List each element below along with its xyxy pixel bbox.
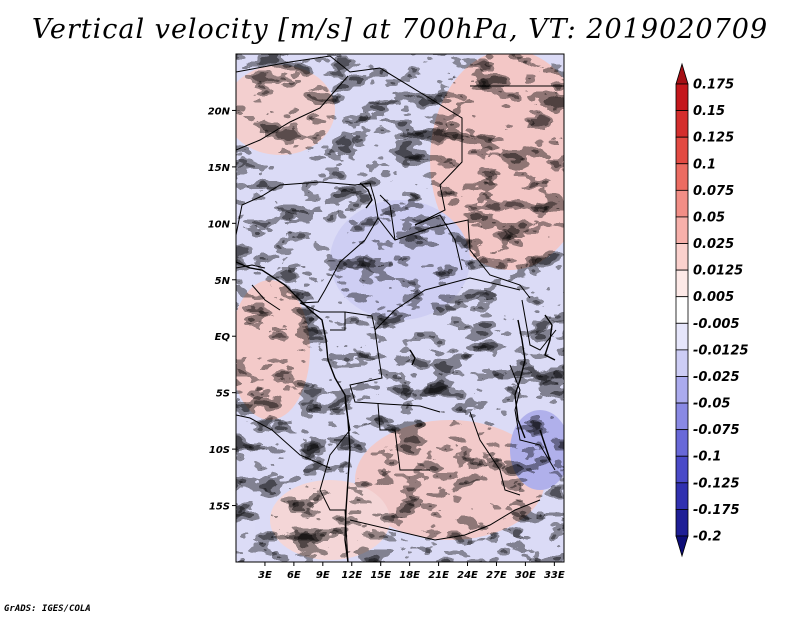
colorbar-label: 0.05 bbox=[693, 210, 725, 225]
colorbar-min-triangle bbox=[675, 535, 689, 558]
colorbar-box bbox=[675, 349, 689, 377]
colorbar-label: 0.175 bbox=[693, 78, 734, 93]
colorbar-box bbox=[675, 482, 689, 510]
colorbar-label: -0.2 bbox=[693, 530, 721, 545]
map-frame bbox=[235, 53, 565, 563]
colorbar-box bbox=[675, 269, 689, 298]
lon-tick-label: 27E bbox=[486, 570, 507, 581]
chart-title: Vertical velocity [m/s] at 700hPa, VT: 2… bbox=[31, 14, 769, 45]
colorbar-max-triangle bbox=[675, 62, 689, 85]
colorbar-box bbox=[675, 189, 689, 218]
lon-tick-label: 21E bbox=[428, 570, 449, 581]
colorbar-box bbox=[675, 455, 689, 484]
colorbar-box bbox=[675, 83, 689, 111]
colorbar-label: 0.1 bbox=[693, 157, 716, 172]
lat-tick-label: 20N bbox=[208, 106, 231, 117]
colorbar-label: -0.0125 bbox=[693, 343, 749, 358]
colorbar-label: 0.0125 bbox=[693, 264, 743, 279]
colorbar-label: -0.175 bbox=[693, 503, 740, 518]
colorbar-box bbox=[675, 429, 689, 457]
lon-tick-label: 12E bbox=[341, 570, 362, 581]
lat-tick-label: 15N bbox=[208, 163, 231, 174]
colorbar-box bbox=[675, 296, 689, 324]
grads-credit: GrADS: IGES/COLA bbox=[4, 604, 91, 614]
colorbar-box bbox=[675, 163, 689, 191]
lon-tick-label: 24E bbox=[457, 570, 478, 581]
lon-tick-label: 6E bbox=[287, 570, 301, 581]
colorbar-box bbox=[675, 509, 689, 537]
colorbar-box bbox=[675, 243, 689, 271]
colorbar-label: 0.15 bbox=[693, 104, 725, 119]
lat-tick-label: 10S bbox=[209, 445, 230, 456]
colorbar: 0.175 0.15 0.125 0.1 0.075 0.05 0.025 0.0125 0.0… bbox=[675, 62, 749, 558]
lon-tick-label: 9E bbox=[316, 570, 330, 581]
lon-tick-label: 3E bbox=[258, 570, 272, 581]
lon-tick-label: 30E bbox=[515, 570, 536, 581]
lat-tick-label: 15S bbox=[209, 502, 230, 513]
colorbar-label: 0.075 bbox=[693, 184, 734, 199]
country-borders bbox=[236, 55, 564, 562]
lon-tick-label: 33E bbox=[544, 570, 565, 581]
lat-tick-label: 10N bbox=[208, 219, 231, 230]
colorbar-label: -0.1 bbox=[693, 450, 721, 465]
lat-tick-label: 5S bbox=[216, 389, 230, 400]
lon-tick-label: 15E bbox=[370, 570, 391, 581]
lon-tick-label: 18E bbox=[399, 570, 420, 581]
colorbar-box bbox=[675, 322, 689, 351]
colorbar-box bbox=[675, 376, 689, 404]
colorbar-label: -0.05 bbox=[693, 397, 730, 412]
colorbar-box bbox=[675, 110, 689, 138]
colorbar-label: 0.125 bbox=[693, 131, 734, 146]
colorbar-label: -0.005 bbox=[693, 317, 740, 332]
colorbar-box bbox=[675, 136, 689, 165]
colorbar-label: -0.125 bbox=[693, 476, 740, 491]
colorbar-box bbox=[675, 216, 689, 244]
colorbar-label: 0.025 bbox=[693, 237, 734, 252]
lat-tick-label: 5N bbox=[215, 276, 231, 287]
colorbar-label: 0.005 bbox=[693, 290, 734, 305]
longitude-axis: 3E 6E 9E 12E 15E 18E 21E 24E 27E 30E 33E bbox=[258, 562, 565, 581]
colorbar-label: -0.075 bbox=[693, 423, 740, 438]
colorbar-label: -0.025 bbox=[693, 370, 740, 385]
latitude-axis: 20N 15N 10N 5N EQ 5S 10S 15S bbox=[208, 106, 236, 513]
lat-tick-label: EQ bbox=[215, 332, 231, 343]
colorbar-box bbox=[675, 402, 689, 431]
vertical-velocity-field bbox=[236, 54, 564, 562]
